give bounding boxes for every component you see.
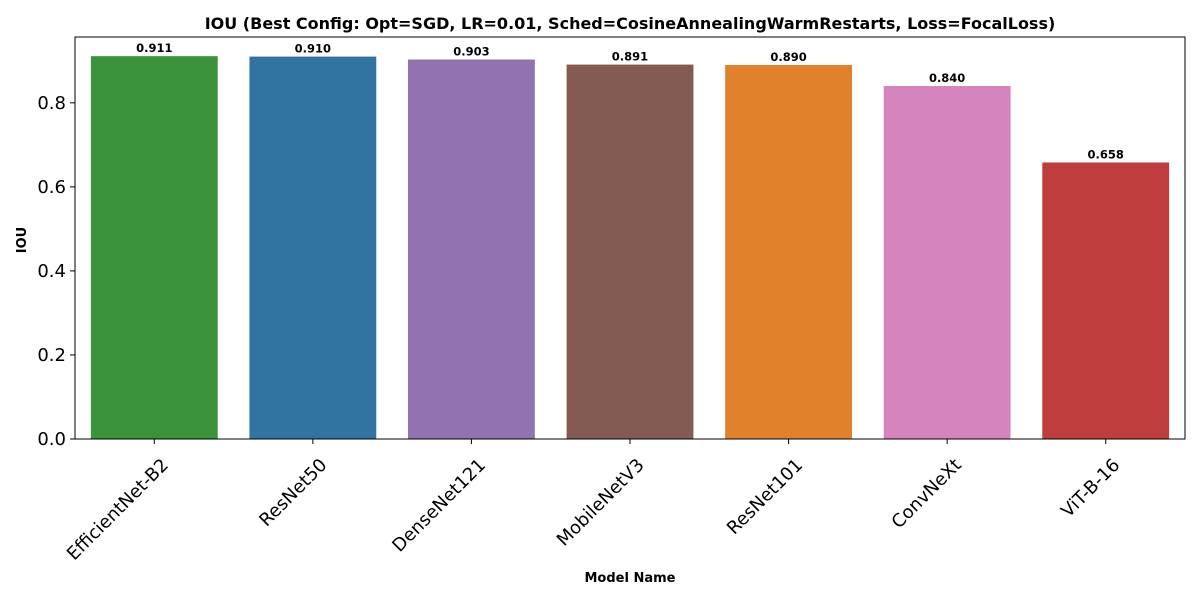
x-tick-label: EfficientNet-B2: [63, 455, 173, 565]
bar-mobilenetv3: [566, 64, 694, 440]
x-tick-label: DenseNet121: [388, 455, 490, 557]
x-tick-label: ResNet50: [255, 455, 331, 531]
bar-vit-b-16: [1042, 162, 1170, 440]
x-tick-label: ConvNeXt: [888, 455, 966, 533]
bar-efficientnet-b2: [90, 56, 218, 439]
data-label: 0.840: [929, 71, 965, 85]
x-tick-label: ViT-B-16: [1057, 455, 1124, 522]
data-label: 0.658: [1088, 147, 1124, 161]
bar-densenet121: [408, 59, 535, 439]
y-tick-label: 0.4: [37, 261, 66, 282]
y-tick-label: 0.8: [37, 93, 66, 114]
y-tick-label: 0.2: [37, 345, 66, 366]
data-label: 0.891: [612, 50, 648, 64]
data-label: 0.890: [770, 50, 806, 64]
x-axis-ticks: EfficientNet-B2 ResNet50 DenseNet121 Mobile…: [63, 439, 1124, 565]
chart-title: IOU (Best Config: Opt=SGD, LR=0.01, Sche…: [205, 14, 1056, 33]
bar-resnet50: [249, 56, 377, 440]
x-tick-label: MobileNetV3: [553, 455, 649, 551]
x-tick-label: ResNet101: [723, 455, 807, 539]
y-axis-ticks: 0.0 0.2 0.4 0.6 0.8: [37, 93, 75, 450]
plot-frame: [74, 36, 1186, 440]
bar-convnext: [883, 85, 1011, 440]
y-axis-label: IOU: [15, 227, 30, 253]
bars-group: [90, 56, 1170, 440]
bar-resnet101: [725, 64, 852, 439]
y-tick-label: 0.6: [37, 177, 66, 198]
x-axis-label: Model Name: [585, 571, 676, 586]
data-labels-group: 0.911 0.910 0.903 0.891 0.890 0.840 0.658: [136, 41, 1124, 161]
y-tick-label: 0.0: [37, 429, 66, 450]
data-label: 0.911: [136, 41, 172, 55]
data-label: 0.903: [453, 45, 489, 59]
data-label: 0.910: [295, 42, 331, 56]
